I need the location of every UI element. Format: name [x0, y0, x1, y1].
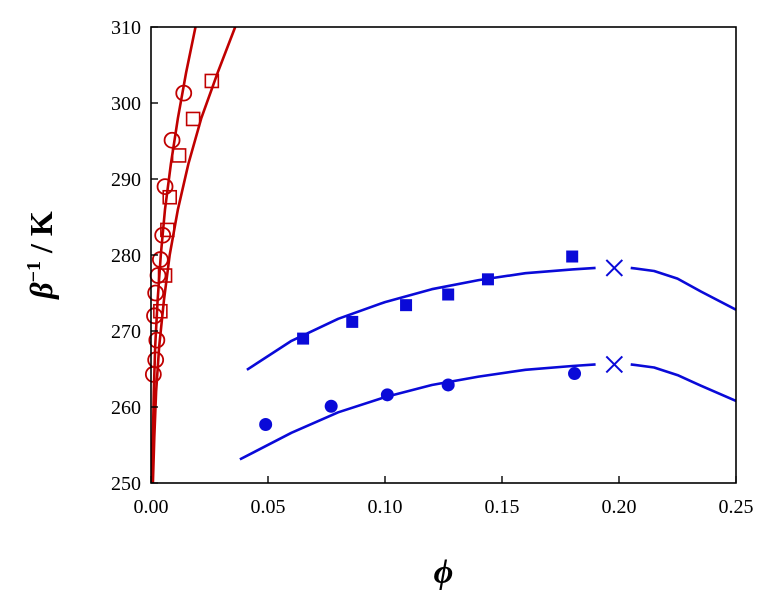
- marker-open-circle-8: [154, 226, 172, 244]
- marker-open-circle-10: [163, 131, 181, 149]
- marker-open-square-4: [162, 189, 178, 205]
- marker-filled-square-5: [481, 273, 494, 286]
- marker-open-circle-3: [148, 331, 166, 349]
- marker-open-circle-11: [175, 84, 193, 102]
- fit-curve-1: [151, 27, 197, 483]
- marker-filled-circle-1: [259, 417, 273, 431]
- marker-open-square-3: [160, 222, 175, 238]
- marker-filled-circle-5: [568, 367, 582, 381]
- marker-filled-square-2: [346, 315, 359, 328]
- x-tick-label-6: 0.25: [719, 496, 754, 518]
- marker-filled-square-4: [442, 288, 455, 301]
- y-tick-label-5: 290: [111, 169, 141, 191]
- data-markers: [144, 73, 624, 431]
- fit-curves: [151, 27, 736, 483]
- tick-labels: 0.00 0.05 0.10 0.15 0.20 0.25 250 260 270 280 290 3…: [111, 17, 754, 518]
- marker-filled-square-3: [400, 299, 413, 312]
- y-tick-label-1: 250: [111, 473, 141, 495]
- marker-cross-2: [605, 355, 624, 374]
- x-tick-label-4: 0.15: [485, 496, 520, 518]
- marker-filled-square-6: [566, 250, 579, 263]
- fit-curve-6: [630, 363, 736, 403]
- x-axis-title: ϕ: [434, 554, 454, 591]
- fit-curve-5: [239, 363, 596, 461]
- marker-open-square-1: [153, 303, 168, 319]
- marker-open-square-5: [171, 148, 187, 163]
- marker-open-square-2: [157, 268, 173, 283]
- marker-cross-1: [605, 259, 624, 277]
- plot-frame: [150, 26, 737, 484]
- y-axis-unit: / K: [23, 211, 59, 261]
- y-axis-exponent: −1: [23, 261, 45, 282]
- x-tick-label-1: 0.00: [134, 496, 169, 518]
- axis-ticks: [150, 26, 737, 484]
- y-axis-title: β−1 / K: [23, 211, 59, 300]
- x-tick-label-5: 0.20: [602, 496, 637, 518]
- fit-curve-3: [246, 266, 596, 371]
- marker-filled-circle-2: [324, 399, 338, 413]
- fit-curve-4: [630, 266, 736, 311]
- marker-open-circle-2: [147, 351, 165, 369]
- marker-filled-circle-3: [380, 388, 394, 402]
- marker-open-square-6: [185, 111, 201, 127]
- y-tick-label-7: 310: [111, 17, 141, 39]
- marker-open-circle-7: [151, 251, 169, 268]
- x-tick-label-3: 0.10: [368, 496, 403, 518]
- y-axis-symbol: β: [23, 282, 59, 300]
- y-tick-label-3: 270: [111, 321, 141, 343]
- y-tick-label-6: 300: [111, 93, 141, 115]
- y-tick-label-2: 260: [111, 397, 141, 419]
- x-tick-label-2: 0.05: [251, 496, 286, 518]
- marker-open-square-7: [204, 73, 220, 89]
- marker-open-circle-5: [147, 284, 165, 302]
- marker-filled-square-1: [297, 332, 310, 345]
- y-tick-label-4: 280: [111, 245, 141, 267]
- marker-open-circle-9: [156, 178, 174, 196]
- marker-filled-circle-4: [441, 378, 455, 392]
